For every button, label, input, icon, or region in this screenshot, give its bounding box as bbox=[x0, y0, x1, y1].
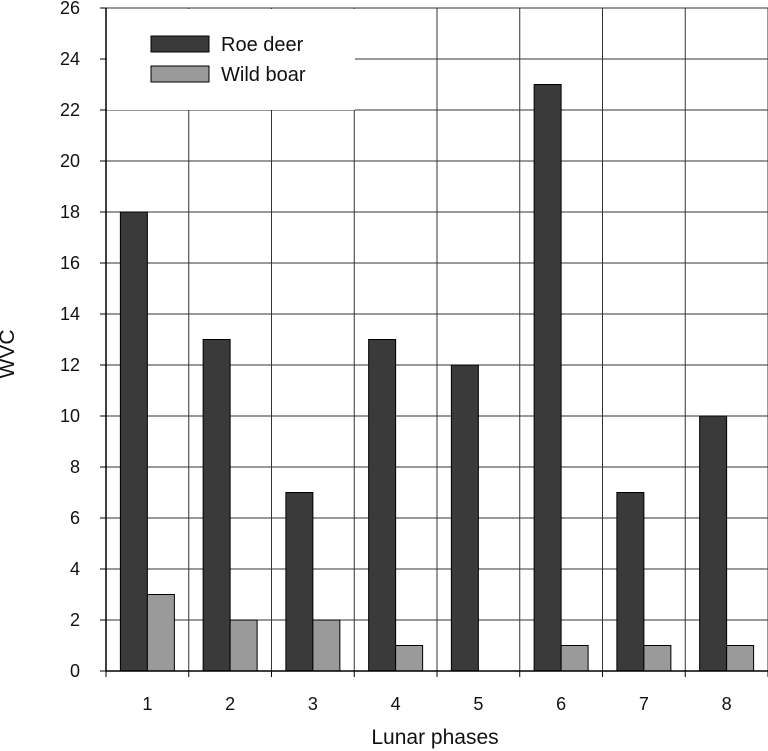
x-tick-label: 3 bbox=[308, 694, 318, 714]
legend-background bbox=[107, 9, 355, 110]
legend-swatch-roe-deer bbox=[150, 35, 210, 53]
y-tick-label: 18 bbox=[60, 202, 80, 222]
legend-box bbox=[107, 9, 355, 110]
bar-wild-boar-3 bbox=[312, 619, 341, 672]
legend-label-roe-deer: Roe deer bbox=[221, 34, 304, 56]
bar-wild-boar-8 bbox=[726, 645, 755, 672]
y-tick-label: 2 bbox=[70, 610, 80, 630]
bar-wild-boar-6 bbox=[560, 645, 589, 672]
bars bbox=[119, 84, 755, 672]
y-tick-label: 16 bbox=[60, 253, 80, 273]
legend-label-wild-boar: Wild boar bbox=[221, 64, 306, 86]
bar-roe-deer-7 bbox=[616, 492, 645, 672]
x-tick-label: 2 bbox=[225, 694, 235, 714]
y-tick-label: 24 bbox=[60, 49, 80, 69]
legend-swatch-wild-boar bbox=[150, 65, 210, 83]
x-tick-labels: 1 2 3 4 5 6 7 8 bbox=[142, 694, 731, 714]
y-tick-label: 6 bbox=[70, 508, 80, 528]
bar-wild-boar-4 bbox=[395, 645, 424, 672]
x-tick-label: 8 bbox=[722, 694, 732, 714]
y-tick-label: 26 bbox=[60, 0, 80, 18]
bar-roe-deer-5 bbox=[450, 364, 479, 672]
y-tick-label: 10 bbox=[60, 406, 80, 426]
bar-wild-boar-2 bbox=[229, 619, 258, 672]
y-tick-label: 4 bbox=[70, 559, 80, 579]
bar-roe-deer-8 bbox=[699, 415, 728, 672]
x-tick-label: 1 bbox=[142, 694, 152, 714]
y-tick-label: 20 bbox=[60, 151, 80, 171]
bar-roe-deer-2 bbox=[202, 339, 231, 672]
legend: Roe deer Wild boar bbox=[150, 34, 306, 86]
y-tick-label: 22 bbox=[60, 100, 80, 120]
x-tick-label: 5 bbox=[473, 694, 483, 714]
x-axis-label: Lunar phases bbox=[371, 726, 498, 749]
x-tick-label: 4 bbox=[391, 694, 401, 714]
bar-roe-deer-3 bbox=[285, 492, 314, 672]
bar-roe-deer-1 bbox=[119, 211, 148, 672]
bar-wild-boar-7 bbox=[643, 645, 672, 672]
x-tick-label: 6 bbox=[556, 694, 566, 714]
bar-roe-deer-6 bbox=[533, 84, 562, 672]
bar-wild-boar-1 bbox=[146, 594, 175, 672]
x-tick-label: 7 bbox=[639, 694, 649, 714]
bar-roe-deer-4 bbox=[368, 339, 397, 672]
y-tick-label: 8 bbox=[70, 457, 80, 477]
y-axis-label: WVC bbox=[0, 330, 19, 379]
y-tick-label: 14 bbox=[60, 304, 80, 324]
axes bbox=[100, 7, 768, 677]
y-tick-label: 0 bbox=[70, 661, 80, 681]
y-tick-label: 12 bbox=[60, 355, 80, 375]
